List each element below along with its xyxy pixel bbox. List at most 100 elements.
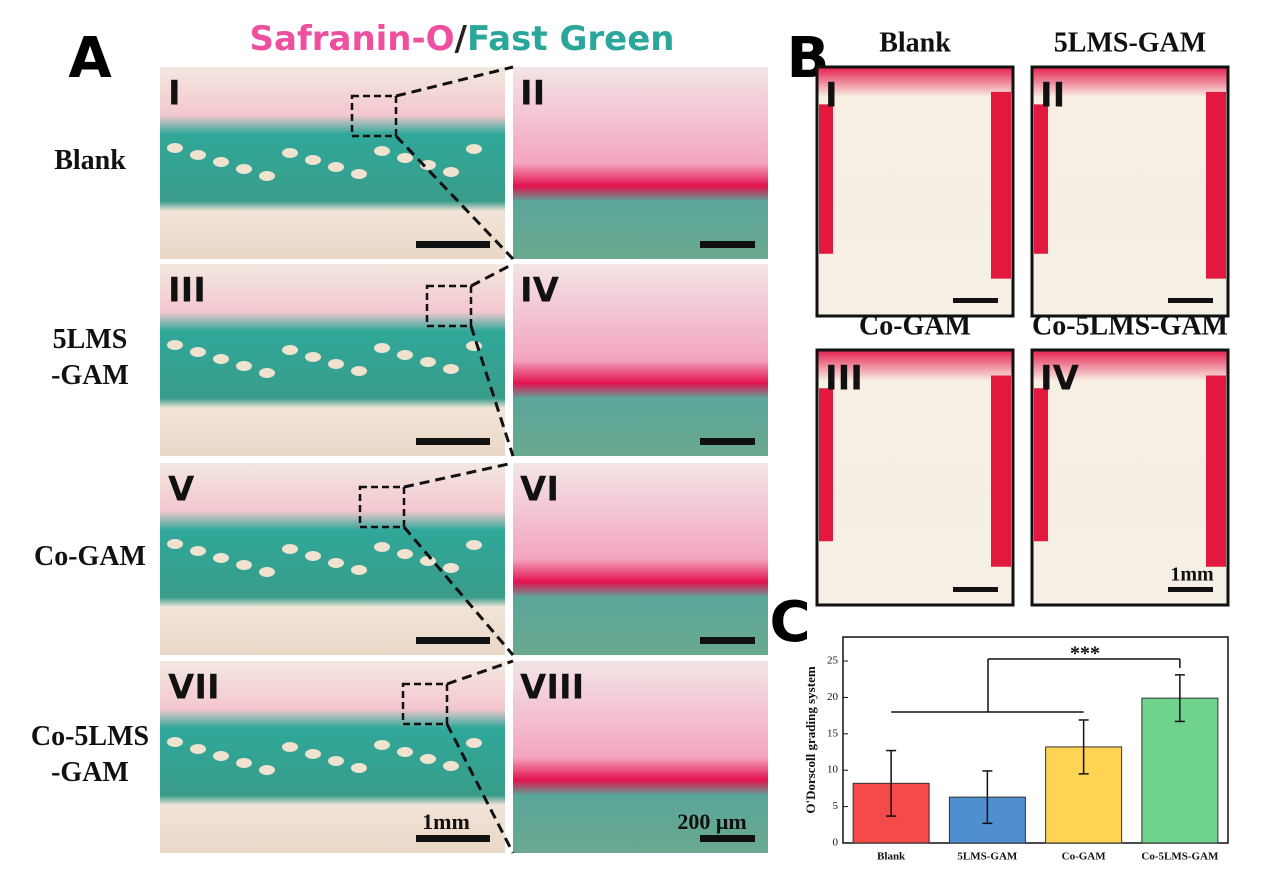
tissue-pore [374, 740, 390, 750]
tissue-pore [443, 364, 459, 374]
panel-label: A [68, 26, 112, 91]
tissue-pore [305, 749, 321, 759]
error-bar [982, 770, 993, 825]
tissue-pore [190, 347, 206, 357]
numeral: III [825, 359, 863, 399]
numeral: I [168, 74, 181, 114]
error-bar [1078, 719, 1089, 775]
tissue-pore [259, 765, 275, 775]
histology-image [513, 463, 768, 655]
y-tick-label: 5 [833, 800, 839, 812]
scale-bar [416, 835, 490, 842]
tissue-pore [397, 350, 413, 360]
zoom-line [402, 526, 515, 656]
panel-title: Blank [879, 27, 951, 58]
y-axis-label: O'Dorscoll grading system [803, 666, 818, 813]
tissue-pore [351, 763, 367, 773]
bone-edge [1034, 104, 1048, 254]
histology-image [513, 264, 768, 456]
title-part: Fast Green [467, 19, 675, 59]
tissue-pore [282, 345, 298, 355]
scale-label: 1mm [1170, 564, 1214, 586]
scale-bar [416, 438, 490, 445]
row-label-line: 5LMS [53, 324, 128, 355]
tissue-pore [282, 148, 298, 158]
tissue-pore [167, 340, 183, 350]
tissue-pore [282, 742, 298, 752]
row-label-line: -GAM [51, 360, 129, 391]
bone-edge [819, 104, 833, 254]
scale-bar [700, 241, 755, 248]
numeral: II [520, 74, 545, 114]
tissue-pore [374, 146, 390, 156]
row-label-line: Co-GAM [34, 541, 146, 572]
panel-title: Co-GAM [859, 310, 971, 341]
x-tick-label: Blank [877, 851, 906, 863]
tissue-pore [167, 539, 183, 549]
numeral: IV [1040, 359, 1080, 399]
zoom-line [446, 659, 514, 686]
tissue-pore [420, 754, 436, 764]
scale-bar [1168, 587, 1213, 592]
zoom-line [469, 325, 515, 457]
x-tick-label: Co-5LMS-GAM [1141, 851, 1219, 863]
tissue-pore [305, 352, 321, 362]
histology-image [815, 65, 1015, 318]
scale-bar [700, 835, 755, 842]
numeral: IV [520, 271, 560, 311]
x-tick-label: 5LMS-GAM [957, 851, 1018, 863]
scale-bar [1168, 298, 1213, 303]
tissue-pore [443, 761, 459, 771]
tissue-pore [466, 738, 482, 748]
tissue-pore [443, 563, 459, 573]
scale-bar [416, 241, 490, 248]
row-label: Blank [54, 145, 126, 176]
panel-label: C [769, 590, 810, 655]
title-part: Safranin-O [250, 19, 455, 59]
numeral: III [168, 271, 206, 311]
histology-image [1030, 65, 1230, 318]
scale-label: 1mm [422, 809, 470, 834]
y-tick-label: 15 [827, 727, 839, 739]
x-tick-label: Co-GAM [1062, 851, 1107, 863]
row-label: Co-5LMS -GAM [31, 721, 149, 788]
title-part: / [455, 19, 468, 59]
scale-bar [953, 298, 998, 303]
tissue-pore [420, 357, 436, 367]
bone-edge [819, 388, 833, 542]
tissue-pore [259, 171, 275, 181]
numeral: VIII [520, 668, 584, 708]
histology-image [513, 661, 768, 853]
tissue-pore [167, 737, 183, 747]
tissue-pore [443, 167, 459, 177]
y-tick-label: 0 [833, 837, 839, 849]
numeral: I [825, 76, 838, 116]
y-tick-label: 25 [827, 655, 839, 667]
panel-title: 5LMS-GAM [1054, 27, 1206, 58]
tissue-pore [236, 361, 252, 371]
row-label: 5LMS -GAM [51, 324, 129, 391]
tissue-pore [328, 558, 344, 568]
scale-bar [416, 637, 490, 644]
tissue-pore [259, 567, 275, 577]
plot-frame [842, 636, 1229, 844]
tissue-pore [213, 354, 229, 364]
tissue-pore [167, 143, 183, 153]
tissue-pore [328, 359, 344, 369]
tissue-pore [420, 160, 436, 170]
numeral: V [168, 470, 195, 510]
bone-edge [1034, 388, 1048, 542]
tissue-pore [466, 540, 482, 550]
tissue-pore [236, 164, 252, 174]
bone-edge [991, 375, 1011, 567]
tissue-pore [236, 560, 252, 570]
histology-image [1030, 348, 1230, 607]
tissue-pore [190, 546, 206, 556]
tissue-pore [190, 744, 206, 754]
tissue-pore [213, 157, 229, 167]
y-tick-label: 10 [827, 764, 839, 776]
bone-edge [1206, 375, 1226, 567]
tissue-pore [374, 542, 390, 552]
scale-bar [700, 637, 755, 644]
